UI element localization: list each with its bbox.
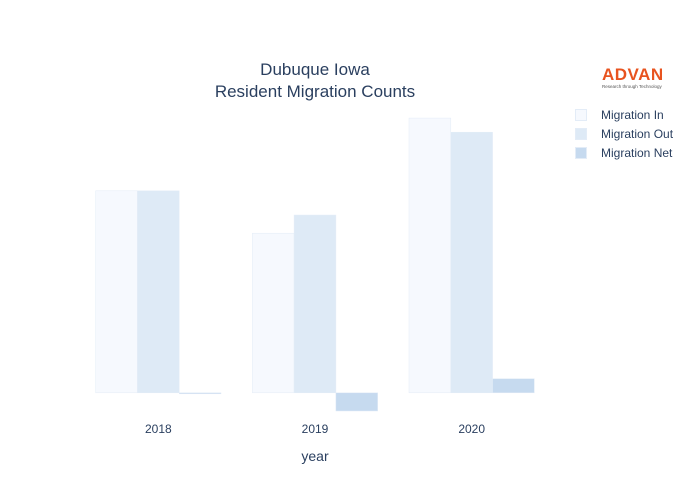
legend-label-migration-in: Migration In <box>601 107 664 122</box>
legend-swatch-migration-in <box>575 108 587 121</box>
legend-swatch-migration-net <box>575 146 587 159</box>
legend-label-migration-out: Migration Out <box>601 126 674 141</box>
x-axis-label: year <box>301 448 329 464</box>
bar-migration-net-2018[interactable] <box>178 392 222 395</box>
bar-migration-net-2020[interactable] <box>492 378 535 394</box>
chart-subtitle: Resident Migration Counts <box>214 82 416 101</box>
bar-migration-out-2020[interactable] <box>450 131 493 394</box>
logo-tagline: Research through Technology <box>602 84 662 89</box>
advan-logo: ADVAN Research through Technology <box>602 66 672 90</box>
legend-item-migration-in[interactable]: Migration In <box>575 105 673 124</box>
bar-migration-net-2019[interactable] <box>335 392 378 412</box>
bar-migration-in-2018[interactable] <box>95 190 138 394</box>
x-tick-label-2019: 2019 <box>302 422 329 436</box>
x-tick-label-2018: 2018 <box>145 422 172 436</box>
bar-migration-out-2019[interactable] <box>293 214 337 394</box>
logo-wordmark: ADVAN <box>602 65 664 84</box>
bar-migration-out-2018[interactable] <box>137 190 180 394</box>
chart-title: Dubuque Iowa <box>260 60 370 79</box>
legend-item-migration-out[interactable]: Migration Out <box>575 124 673 143</box>
legend-label-migration-net: Migration Net <box>601 145 673 160</box>
bar-migration-in-2020[interactable] <box>408 117 452 394</box>
legend-swatch-migration-out <box>575 127 587 140</box>
x-tick-label-2020: 2020 <box>458 422 485 436</box>
legend-item-migration-net[interactable]: Migration Net <box>575 143 673 162</box>
legend: Migration In Migration Out Migration Net <box>575 105 673 162</box>
bar-migration-in-2019[interactable] <box>252 232 295 394</box>
